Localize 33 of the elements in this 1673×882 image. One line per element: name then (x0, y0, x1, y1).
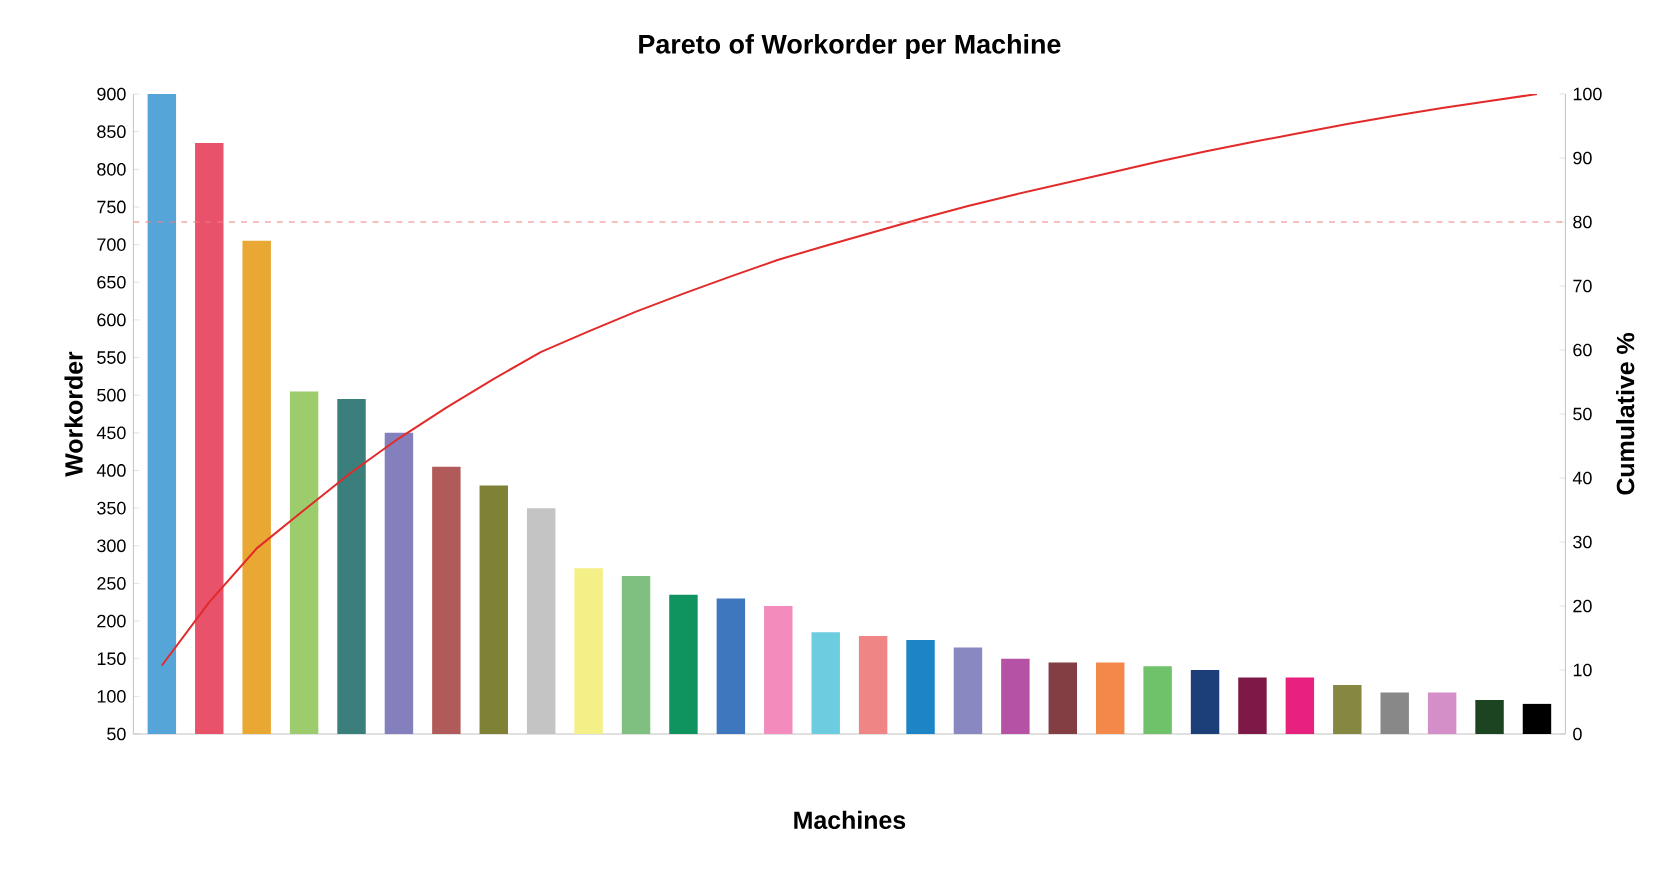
y-tick-label: 700 (97, 238, 126, 251)
y-tick-label: 50 (107, 727, 126, 741)
y2-tick-label: 80 (1573, 215, 1592, 229)
y2-tick-label: 30 (1573, 535, 1592, 549)
y2-tick-label: 40 (1572, 471, 1592, 485)
y-tick-label: 150 (97, 652, 126, 666)
y-axis-title: Workorder (64, 351, 83, 477)
y-tick-label: 250 (97, 577, 126, 590)
y-tick-label: 600 (97, 313, 126, 327)
y2-tick-label: 60 (1573, 343, 1592, 357)
y-tick-label: 550 (97, 351, 126, 364)
y-tick-label: 750 (97, 200, 126, 214)
y-tick-label: 500 (97, 388, 126, 402)
chart-title: Pareto of Workorder per Machine (639, 33, 1061, 60)
y2-tick-label: 20 (1573, 599, 1592, 613)
y2-tick-label: 50 (1573, 407, 1592, 421)
y2-tick-label: 100 (1573, 87, 1602, 101)
x-axis-title: Machines (794, 810, 906, 830)
y2-tick-label: 10 (1573, 663, 1592, 677)
y-tick-label: 200 (97, 614, 126, 628)
y-tick-label: 650 (97, 275, 126, 289)
y2-tick-label: 0 (1573, 727, 1582, 741)
y-tick-label: 100 (97, 690, 126, 703)
y-tick-label: 350 (97, 501, 126, 515)
y2-tick-label: 70 (1573, 279, 1592, 293)
y-tick-label: 450 (96, 426, 126, 440)
y-tick-label: 400 (96, 464, 126, 477)
y-tick-label: 800 (97, 162, 126, 176)
y2-axis-title: Cumulative % (1616, 333, 1635, 495)
y2-tick-label: 90 (1573, 151, 1592, 165)
y-tick-label: 300 (97, 539, 126, 553)
y-tick-label: 900 (97, 87, 126, 101)
y-tick-label: 850 (97, 125, 126, 139)
